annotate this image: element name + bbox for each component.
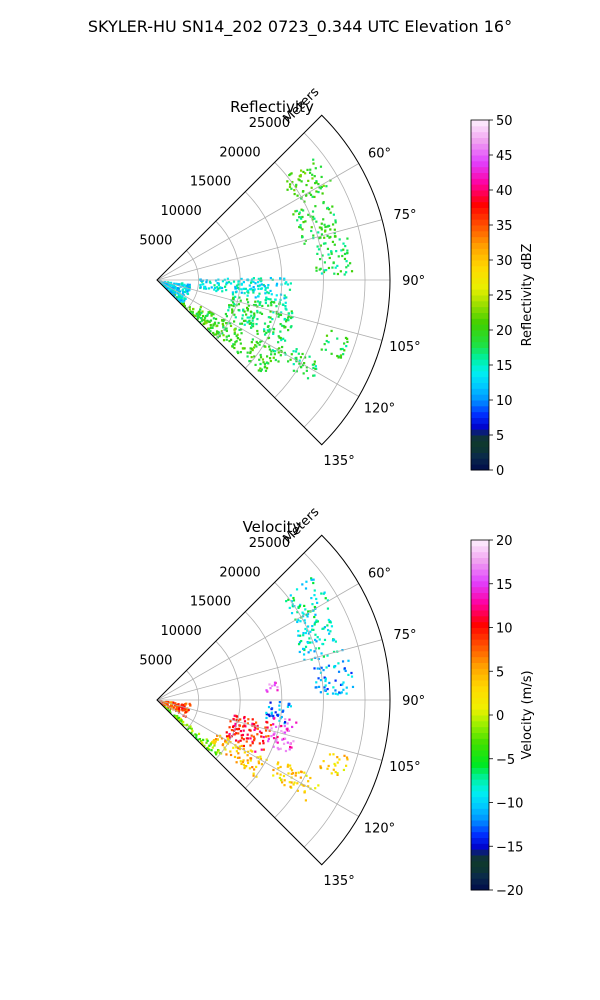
- azimuth-spoke: [156, 639, 383, 701]
- azimuth-spoke: [156, 699, 359, 817]
- azimuth-tick-label: 120°: [364, 401, 395, 416]
- azimuth-tick-label: 75°: [393, 208, 416, 223]
- echo-region: [297, 618, 344, 661]
- colorbar: 0 5 10 15 20 25 30 35 40 45 50 Reflectivity dBZ: [470, 114, 535, 479]
- colorbar-tick-label: 20: [496, 324, 513, 339]
- colorbar-tick-label: 20: [496, 534, 513, 549]
- radial-tick-label: 15000: [190, 595, 231, 610]
- panel-title: Reflectivity: [230, 98, 314, 116]
- radial-tick-label: 25000: [249, 116, 290, 131]
- echo-region: [265, 701, 293, 725]
- echo-region: [198, 276, 292, 304]
- colorbar-label: Velocity (m/s): [520, 670, 535, 759]
- echo-layer: [157, 577, 355, 802]
- radial-tick-label: 10000: [160, 624, 201, 639]
- colorbar-tick-label: 25: [496, 289, 513, 304]
- radial-tick-label: 25000: [249, 536, 290, 551]
- azimuth-tick-label: 120°: [364, 821, 395, 836]
- azimuth-tick-label: 135°: [323, 454, 354, 469]
- figure-title: SKYLER-HU SN14_202 0723_0.344 UTC Elevat…: [88, 17, 512, 37]
- radial-tick-label: 20000: [219, 145, 260, 160]
- echo-region: [292, 201, 337, 245]
- radial-tick-label: 5000: [139, 654, 172, 669]
- colorbar-tick-label: 5: [496, 665, 504, 680]
- colorbar-tick-label: 40: [496, 184, 513, 199]
- echo-region: [286, 158, 332, 203]
- azimuth-spoke: [156, 699, 383, 761]
- colorbar-tick-label: 30: [496, 254, 513, 269]
- echo-region: [315, 237, 354, 276]
- radial-tick-label: 15000: [190, 175, 231, 190]
- azimuth-spoke: [156, 279, 359, 397]
- azimuth-spoke: [156, 219, 383, 281]
- echo-region: [313, 659, 355, 696]
- colorbar-tick-label: 10: [496, 622, 513, 637]
- radial-tick-label: 20000: [219, 565, 260, 580]
- azimuth-spoke: [156, 279, 383, 341]
- colorbar-tick-label: 45: [496, 149, 513, 164]
- echo-region: [270, 345, 318, 380]
- azimuth-tick-label: 105°: [389, 760, 420, 775]
- azimuth-tick-label: 60°: [368, 567, 391, 582]
- velocity-panel: 5000 10000 15000 20000 25000 60° 75° 90° 105° 120…: [139, 505, 535, 899]
- echo-region: [267, 717, 298, 753]
- colorbar-tick-label: 15: [496, 359, 513, 374]
- colorbar-tick-label: −15: [496, 840, 523, 855]
- radial-tick-label: 10000: [160, 204, 201, 219]
- colorbar: −20 −15 −10 −5 0 5 10 15 20 Velocity (m/s): [470, 534, 535, 899]
- colorbar-tick-label: 0: [496, 709, 504, 724]
- azimuth-tick-label: 105°: [389, 340, 420, 355]
- reflectivity-panel: 5000 10000 15000 20000 25000 60° 75° 90° 105° 120…: [139, 85, 535, 479]
- azimuth-tick-label: 135°: [323, 874, 354, 889]
- colorbar-tick-label: 35: [496, 219, 513, 234]
- colorbar-tick-label: −5: [496, 753, 515, 768]
- echo-region: [285, 577, 330, 624]
- echo-region: [272, 761, 320, 802]
- colorbar-tick-label: 5: [496, 429, 504, 444]
- echo-region: [196, 305, 280, 373]
- azimuth-spoke: [156, 163, 359, 281]
- echo-region: [320, 329, 349, 359]
- colorbar-tick-label: 10: [496, 394, 513, 409]
- sector-frame: [156, 114, 391, 446]
- colorbar-tick-label: −10: [496, 797, 523, 812]
- azimuth-tick-label: 90°: [402, 274, 425, 289]
- echo-layer: [157, 158, 354, 380]
- radial-tick-label: 5000: [139, 234, 172, 249]
- echo-region: [225, 714, 273, 753]
- azimuth-tick-label: 60°: [368, 147, 391, 162]
- panel-title: Velocity: [243, 518, 302, 536]
- colorbar-tick-label: 15: [496, 578, 513, 593]
- echo-region: [224, 293, 294, 344]
- azimuth-spoke: [156, 583, 359, 701]
- echo-region: [265, 681, 279, 693]
- colorbar-label: Reflectivity dBZ: [520, 244, 535, 347]
- colorbar-tick-label: −20: [496, 884, 523, 899]
- colorbar-tick-label: 50: [496, 114, 513, 129]
- azimuth-tick-label: 75°: [393, 628, 416, 643]
- azimuth-tick-label: 90°: [402, 694, 425, 709]
- echo-region: [319, 753, 349, 776]
- echo-region: [157, 280, 191, 303]
- colorbar-tick-label: 0: [496, 464, 504, 479]
- sector-frame: [156, 534, 391, 866]
